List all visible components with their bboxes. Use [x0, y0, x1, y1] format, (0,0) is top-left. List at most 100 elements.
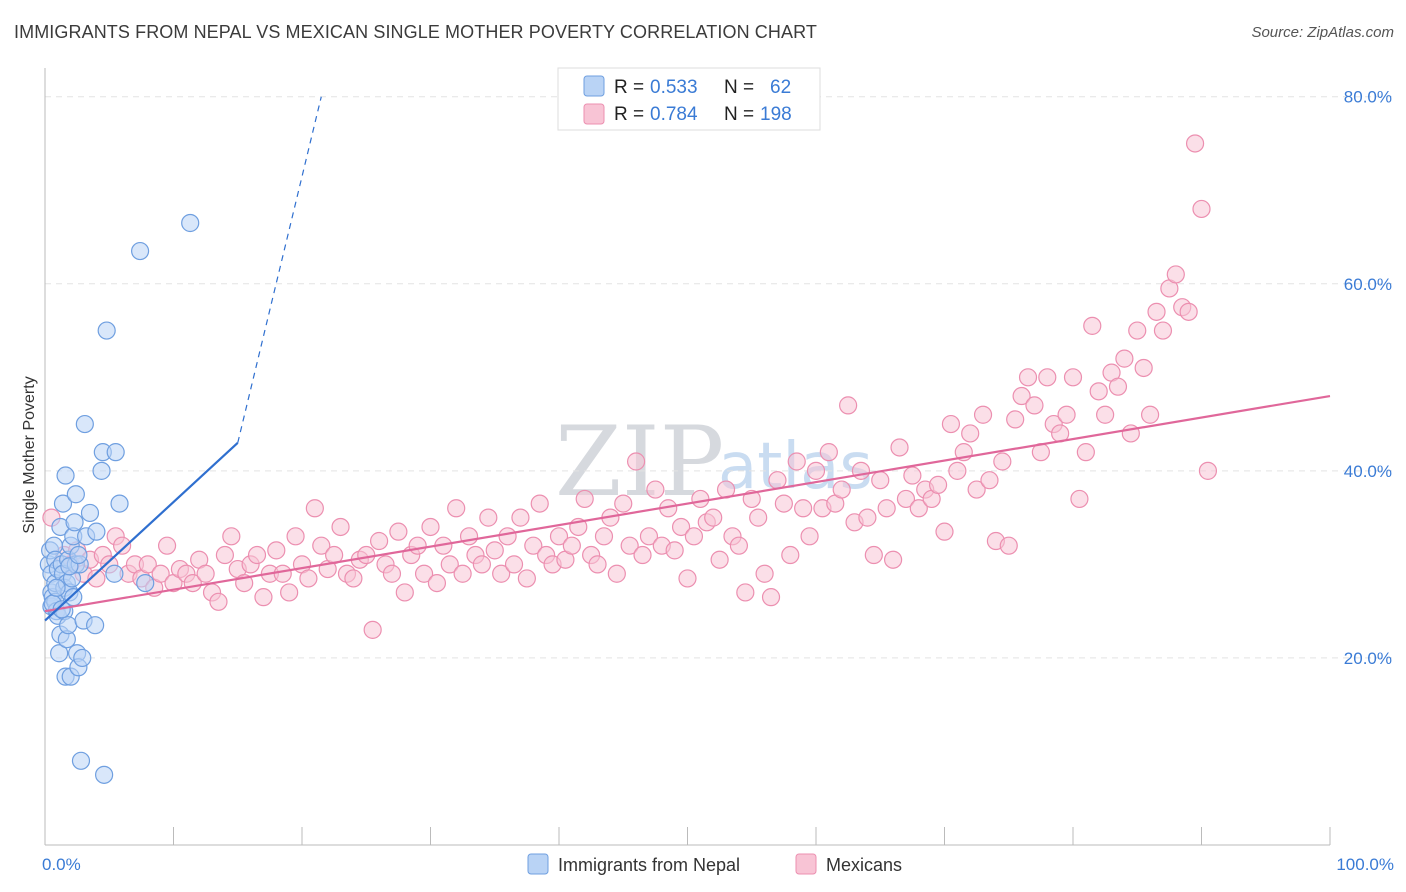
mexicans-point-36	[280, 583, 299, 602]
correlation-legend: R = 0.533 N = 62 R = 0.784 N = 198	[557, 67, 821, 131]
mexicans-point-26	[215, 545, 234, 565]
mexicans-point-82	[575, 489, 594, 509]
y-axis-title: Single Mother Poverty	[21, 376, 38, 533]
mexicans-point-14	[138, 555, 157, 574]
mexicans-point-35	[273, 564, 292, 583]
mexicans-point-53	[389, 522, 408, 541]
mexicans-point-89	[620, 536, 639, 555]
y-tick-label-0: 20.0%	[1344, 649, 1392, 668]
mexicans-point-127	[864, 545, 883, 565]
mexicans-point-67	[479, 508, 498, 527]
nepal-point-45	[86, 616, 105, 635]
legend-n-label-nepal: N =	[724, 77, 754, 98]
mexicans-point-72	[511, 508, 530, 527]
mexicans-point-144	[973, 405, 993, 424]
mexicans-point-46	[344, 569, 363, 588]
mexicans-point-39	[299, 569, 318, 588]
mexicans-point-31	[247, 545, 267, 565]
mexicans-point-168	[1128, 321, 1147, 340]
mexicans-point-44	[331, 517, 350, 537]
legend-swatch-mexicans	[583, 103, 605, 125]
bottom-legend-swatch-mexicans	[795, 853, 817, 875]
mexicans-point-102	[704, 508, 723, 527]
mexicans-point-54	[395, 583, 414, 602]
mexicans-point-115	[787, 452, 806, 471]
nepal-point-25	[59, 616, 78, 635]
axes	[44, 68, 1331, 846]
mexicans-point-171	[1147, 302, 1166, 321]
bottom-legend-label-mexicans: Mexicans	[826, 855, 902, 875]
tick-labels: 20.0% 40.0% 60.0% 80.0% 0.0% 100.0%	[42, 88, 1394, 874]
mexicans-point-85	[594, 527, 614, 546]
nepal-point-55	[136, 573, 155, 593]
nepal-trend-line	[44, 441, 239, 622]
bottom-legend-swatch-nepal	[527, 853, 549, 875]
mexicans-point-6	[87, 569, 106, 588]
mexicans-point-125	[851, 461, 871, 480]
mexicans-point-48	[357, 545, 376, 565]
mexicans-point-103	[710, 550, 729, 569]
mexicans-point-41	[312, 536, 331, 555]
y-tick-label-1: 40.0%	[1344, 462, 1392, 481]
nepal-point-47	[92, 461, 111, 480]
mexicans-point-111	[761, 588, 781, 607]
nepal-point-51	[105, 564, 124, 583]
mexicans-point-87	[607, 564, 626, 583]
mexicans-point-16	[151, 564, 170, 583]
legend-swatch-nepal	[583, 75, 605, 97]
mexicans-point-147	[993, 452, 1012, 471]
nepal-point-61	[69, 545, 88, 565]
mexicans-point-161	[1083, 316, 1102, 335]
nepal-point-50	[97, 321, 116, 340]
mexicans-point-100	[691, 489, 710, 509]
mexicans-point-132	[896, 489, 916, 509]
mexicans-point-71	[504, 555, 524, 574]
mexicans-point-10	[112, 536, 132, 555]
mexicans-point-126	[858, 508, 877, 527]
mexicans-point-93	[646, 480, 665, 499]
nepal-point-17	[53, 494, 73, 513]
mexicans-point-178	[1192, 199, 1211, 219]
mexicans-point-63	[453, 564, 472, 583]
nepal-point-42	[75, 414, 94, 434]
mexicans-point-80	[562, 536, 581, 555]
mexicans-point-84	[588, 555, 607, 574]
nepal-points	[39, 213, 200, 784]
nepal-point-56	[181, 213, 200, 233]
mexicans-point-49	[363, 620, 382, 639]
mexicans-point-107	[736, 583, 755, 602]
mexicans-point-69	[492, 564, 511, 583]
mexicans-point-32	[254, 588, 273, 607]
mexicans-points	[42, 134, 1218, 639]
chart-title: IMMIGRANTS FROM NEPAL VS MEXICAN SINGLE …	[14, 22, 817, 42]
mexicans-point-68	[485, 541, 504, 560]
mexicans-point-96	[665, 541, 684, 560]
nepal-point-44	[80, 503, 100, 523]
mexicans-point-117	[800, 527, 819, 546]
mexicans-point-130	[883, 550, 903, 569]
legend-n-value-mexicans: 198	[760, 104, 792, 125]
legend-r-label-mexicans: R =	[614, 104, 644, 125]
mexicans-point-160	[1076, 443, 1095, 462]
y-tick-label-2: 60.0%	[1344, 275, 1392, 294]
mexicans-point-75	[530, 494, 549, 513]
nepal-point-59	[47, 578, 66, 597]
mexicans-point-122	[832, 480, 851, 499]
mexicans-point-34	[267, 541, 286, 560]
mexicans-point-139	[941, 414, 961, 434]
nepal-point-54	[130, 241, 150, 261]
mexicans-point-118	[806, 461, 826, 480]
grid-lines	[45, 96, 1392, 659]
mexicans-point-25	[209, 592, 228, 611]
mexicans-point-163	[1096, 405, 1115, 424]
mexicans-point-179	[1198, 461, 1218, 480]
mexicans-point-150	[1012, 386, 1031, 406]
mexicans-point-158	[1063, 368, 1083, 387]
nepal-point-13	[50, 644, 69, 663]
mexicans-point-91	[633, 545, 652, 565]
nepal-point-40	[73, 648, 92, 668]
mexicans-point-110	[755, 564, 774, 583]
mexicans-point-64	[459, 527, 479, 546]
mexicans-point-50	[370, 531, 389, 551]
mexicans-point-174	[1166, 265, 1185, 284]
